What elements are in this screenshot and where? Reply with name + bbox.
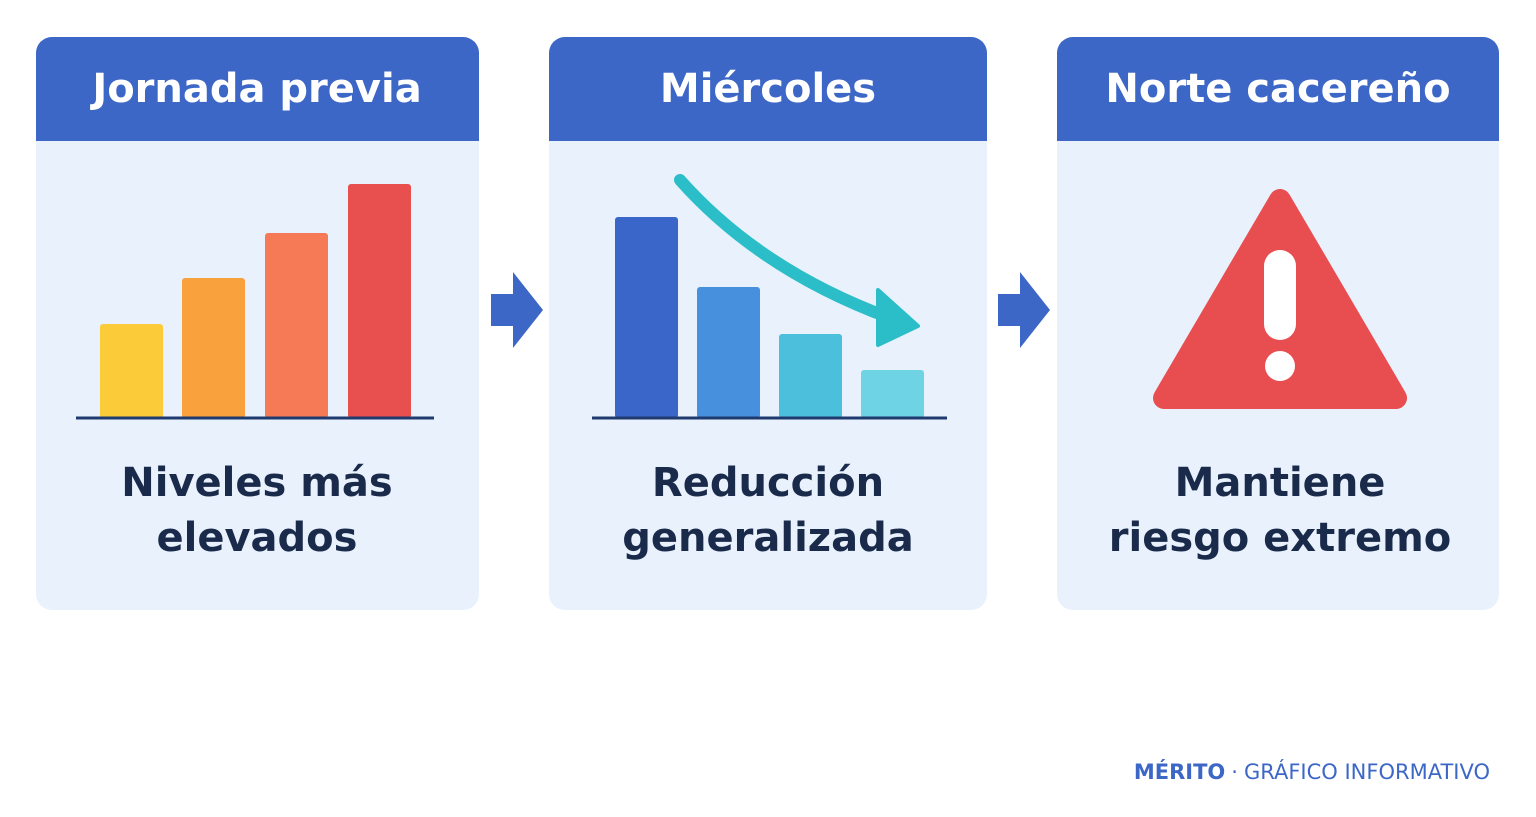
footer: MÉRITO · GRÁFICO INFORMATIVO	[1134, 759, 1490, 784]
panel-caption: Mantiene	[1175, 460, 1386, 506]
panel-body	[36, 37, 479, 610]
icon-bar	[182, 278, 245, 418]
warning-dot	[1265, 351, 1295, 381]
footer-separator: ·	[1231, 760, 1238, 784]
panel-header	[549, 37, 987, 141]
icon-bar	[615, 217, 678, 418]
panel: Jornada previa Niveles más elevados	[36, 37, 479, 610]
panel-caption: elevados	[157, 515, 358, 561]
panel-caption: Niveles más	[121, 460, 392, 506]
trend-arrow	[674, 174, 896, 324]
footer-brand: MÉRITO	[1134, 759, 1225, 784]
panel: Miércoles Reducción generalizada	[549, 37, 987, 610]
trend-arrowhead	[876, 288, 920, 347]
panel-title: Miércoles	[660, 66, 876, 112]
panel-title: Norte cacereño	[1105, 66, 1450, 112]
panel-body	[549, 37, 987, 610]
icon-bar	[100, 324, 163, 418]
panel-caption: generalizada	[622, 515, 913, 561]
panel-header	[1057, 37, 1499, 141]
flow-arrow	[491, 272, 543, 348]
icon-bar	[861, 370, 924, 418]
panel: Norte cacereño Mantiene riesgo extremo	[1057, 37, 1499, 610]
panel-caption: Reducción	[652, 460, 884, 506]
icon-bar	[265, 233, 328, 418]
icon-bar	[779, 334, 842, 418]
panel-caption: riesgo extremo	[1109, 515, 1451, 561]
icon-bar	[348, 184, 411, 418]
flow-arrow	[998, 272, 1050, 348]
panel-title: Jornada previa	[89, 66, 421, 112]
footer-label: GRÁFICO INFORMATIVO	[1244, 759, 1490, 784]
warning-mark	[1264, 250, 1296, 340]
panel-header	[36, 37, 479, 141]
icon-bar	[697, 287, 760, 418]
